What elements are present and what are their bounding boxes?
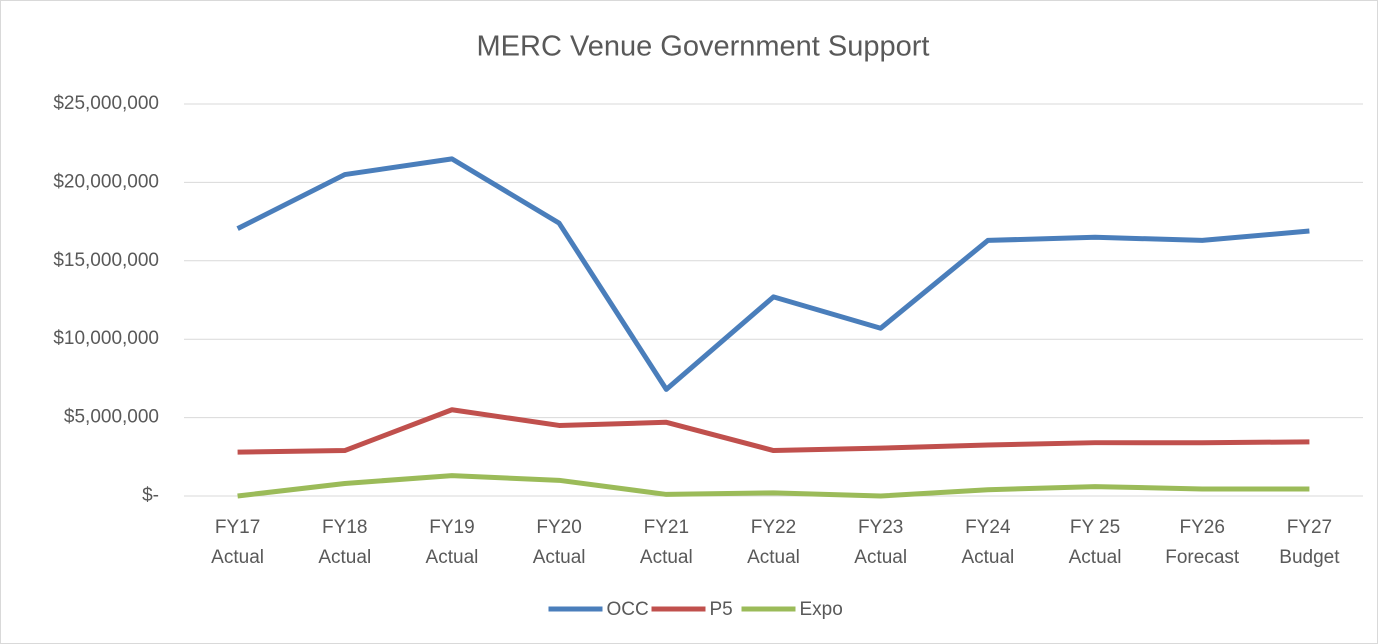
y-tick-label: $5,000,000 [64,407,159,428]
x-tick-label: FY20 Actual [532,517,586,568]
series-line [237,407,1310,455]
x-tick-label: FY19 Actual [425,517,479,568]
x-tick-label: FY23 Actual [854,517,908,568]
x-tick-label: FY22 Actual [747,517,800,568]
y-tick-label: $25,000,000 [53,93,159,114]
x-tick-label: FY27 Budget [1279,517,1340,568]
x-tick-label: FY26 Forecast [1165,517,1240,568]
chart-title: MERC Venue Government Support [477,31,930,63]
legend-label: P5 [710,599,733,620]
x-tick-label: FY24 Actual [961,517,1015,568]
x-tick-label: FY21 Actual [639,517,693,568]
series-line [237,473,1310,499]
y-tick-label: $- [142,485,159,506]
legend-label: Expo [800,599,843,620]
y-tick-label: $20,000,000 [53,171,159,192]
x-tick-label: FY 25 Actual [1068,517,1122,568]
series-line [236,156,1310,392]
x-tick-label: FY17 Actual [211,517,264,568]
legend-label: OCC [607,599,649,620]
y-tick-label: $10,000,000 [53,328,159,349]
x-tick-label: FY18 Actual [318,517,372,568]
y-tick-label: $15,000,000 [53,250,159,271]
